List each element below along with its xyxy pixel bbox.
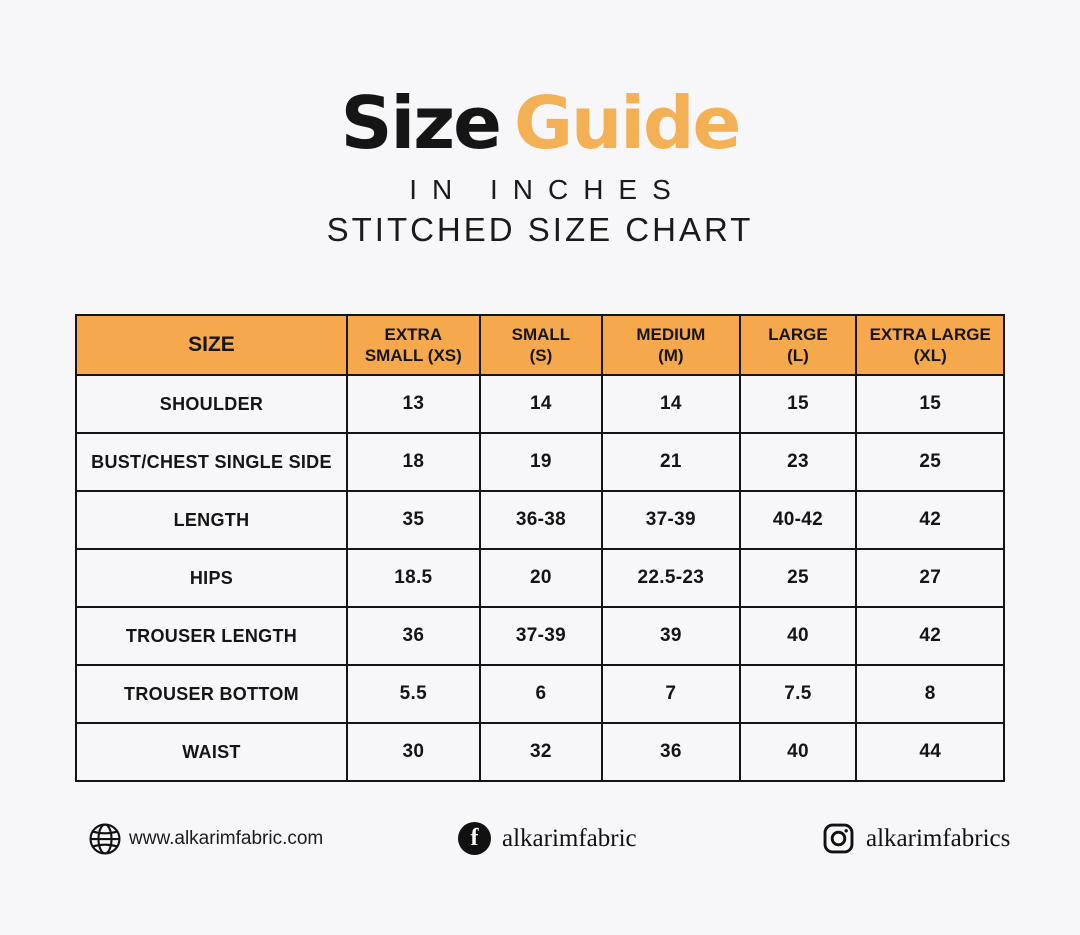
cell-value: 25 (738, 548, 858, 608)
cell-value: 18 (345, 432, 481, 492)
footer-facebook: f alkarimfabric (458, 822, 637, 855)
cell-value: 30 (345, 722, 481, 782)
cell-value: 25 (855, 432, 1005, 492)
cell-value: 37-39 (478, 606, 604, 666)
row-label: HIPS (75, 548, 348, 608)
cell-value: 36 (601, 722, 741, 782)
cell-value: 36-38 (478, 490, 604, 550)
row-label: TROUSER BOTTOM (75, 664, 348, 724)
col-header-line1: LARGE (768, 324, 828, 344)
row-label: LENGTH (75, 490, 348, 550)
col-header-line2: (M) (658, 346, 684, 365)
col-header-line1: MEDIUM (636, 324, 706, 344)
table-row-hips: HIPS 18.5 20 22.5-23 25 27 (75, 548, 1005, 608)
table-row-trouser-bottom: TROUSER BOTTOM 5.5 6 7 7.5 8 (75, 664, 1005, 724)
col-header-line1: SIZE (188, 332, 235, 356)
cell-value: 44 (855, 722, 1005, 782)
cell-value: 32 (478, 722, 604, 782)
cell-value: 35 (345, 490, 481, 550)
cell-value: 27 (855, 548, 1005, 608)
row-label: TROUSER LENGTH (75, 606, 348, 666)
instagram-icon (822, 822, 855, 855)
header-block: Size Guide IN INCHES STITCHED SIZE CHART (0, 85, 1080, 249)
cell-value: 5.5 (345, 664, 481, 724)
col-header-xs: EXTRA SMALL (XS) (345, 314, 481, 376)
subtitle-chart: STITCHED SIZE CHART (326, 210, 754, 248)
col-header-line2: (XL) (913, 346, 947, 365)
page-title-orange: Guide (513, 81, 741, 165)
cell-value: 20 (478, 548, 604, 608)
footer-website: www.alkarimfabric.com (88, 822, 323, 856)
cell-value: 40 (738, 722, 858, 782)
website-url: www.alkarimfabric.com (129, 828, 324, 849)
cell-value: 39 (601, 606, 741, 666)
header-row: SIZE EXTRA SMALL (XS) SMALL (S) MEDIUM (M) … (75, 314, 1005, 376)
cell-value: 36 (345, 606, 481, 666)
col-header-line2: SMALL (XS) (364, 346, 462, 365)
cell-value: 15 (855, 374, 1005, 434)
table-row-trouser-length: TROUSER LENGTH 36 37-39 39 40 42 (75, 606, 1005, 666)
facebook-icon: f (458, 822, 491, 855)
cell-value: 42 (855, 490, 1005, 550)
cell-value: 13 (345, 374, 481, 434)
row-label: WAIST (75, 722, 348, 782)
cell-value: 18.5 (345, 548, 481, 608)
table-row-bust-chest: BUST/CHEST SINGLE SIDE 18 19 21 23 25 (75, 432, 1005, 492)
col-header-line2: (L) (787, 346, 809, 365)
cell-value: 14 (601, 374, 741, 434)
globe-icon (88, 822, 122, 856)
cell-value: 7.5 (738, 664, 858, 724)
cell-value: 37-39 (601, 490, 741, 550)
col-header-m: MEDIUM (M) (601, 314, 741, 376)
col-header-line1: EXTRA (384, 324, 443, 344)
facebook-handle: alkarimfabric (502, 824, 637, 852)
cell-value: 40 (738, 606, 858, 666)
col-header-line1: SMALL (511, 324, 571, 344)
cell-value: 7 (601, 664, 741, 724)
page-title-black: Size (340, 81, 502, 165)
page-title: Size Guide (0, 85, 1080, 162)
col-header-l: LARGE (L) (738, 314, 858, 376)
col-header-xl: EXTRA LARGE (XL) (855, 314, 1005, 376)
cell-value: 22.5-23 (601, 548, 741, 608)
cell-value: 6 (478, 664, 604, 724)
col-header-line1: EXTRA LARGE (869, 324, 991, 344)
col-header-size: SIZE (75, 314, 348, 376)
table-row-length: LENGTH 35 36-38 37-39 40-42 42 (75, 490, 1005, 550)
instagram-handle: alkarimfabrics (866, 824, 1011, 852)
cell-value: 8 (855, 664, 1005, 724)
size-table-body: SHOULDER 13 14 14 15 15 BUST/CHEST SINGL… (75, 374, 1005, 782)
cell-value: 42 (855, 606, 1005, 666)
footer-instagram: alkarimfabrics (822, 822, 1010, 855)
table-row-shoulder: SHOULDER 13 14 14 15 15 (75, 374, 1005, 434)
cell-value: 14 (478, 374, 604, 434)
row-label: BUST/CHEST SINGLE SIDE (75, 432, 348, 492)
cell-value: 21 (601, 432, 741, 492)
col-header-line2: (S) (529, 346, 553, 365)
cell-value: 15 (738, 374, 858, 434)
cell-value: 19 (478, 432, 604, 492)
cell-value: 23 (738, 432, 858, 492)
col-header-s: SMALL (S) (478, 314, 604, 376)
subtitle-units: IN INCHES (409, 173, 686, 205)
table-row-waist: WAIST 30 32 36 40 44 (75, 722, 1005, 782)
size-table: SIZE EXTRA SMALL (XS) SMALL (S) MEDIUM (M) … (75, 314, 1005, 782)
cell-value: 40-42 (738, 490, 858, 550)
size-table-header: SIZE EXTRA SMALL (XS) SMALL (S) MEDIUM (M) … (75, 314, 1005, 376)
row-label: SHOULDER (75, 374, 348, 434)
